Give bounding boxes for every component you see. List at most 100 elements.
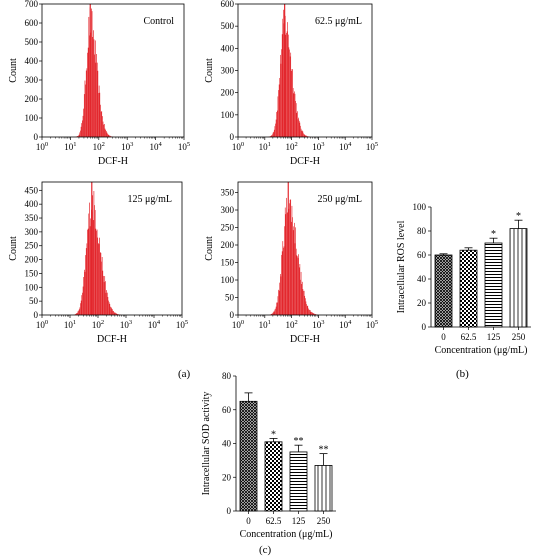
y-tick-label: 600 [25, 18, 39, 28]
histogram-bin [286, 197, 287, 315]
histogram-bin [88, 213, 90, 315]
x-tick-label: 102 [93, 141, 105, 152]
x-tick-label: 0 [441, 332, 446, 342]
histogram-bin [295, 227, 296, 315]
y-tick-label: 200 [221, 88, 235, 98]
histogram-bin [303, 134, 305, 137]
histogram-bin [293, 226, 295, 315]
histogram-bin [93, 191, 95, 315]
histogram-bin [314, 313, 315, 315]
histogram-bin [96, 229, 98, 315]
panel-label-c: (c) [259, 544, 272, 556]
histogram-bin [298, 117, 299, 137]
histogram-bin [101, 111, 103, 137]
histogram-bin [278, 289, 279, 315]
histogram-bin [105, 129, 106, 137]
histogram-bin [285, 34, 287, 138]
panel-label-a: (a) [178, 368, 191, 380]
histogram-bin [278, 90, 279, 137]
histogram-bin [89, 226, 91, 315]
histogram-bin [117, 314, 118, 315]
x-tick-label: 102 [92, 319, 104, 330]
y-axis-label: Intracellular ROS level [396, 220, 407, 313]
histogram-bin [102, 121, 104, 137]
histogram-bin [83, 277, 85, 315]
histogram-bin [82, 115, 84, 137]
histogram-bin [108, 302, 110, 315]
y-tick-label: 200 [25, 255, 39, 265]
histogram-bin [281, 251, 283, 315]
y-tick-label: 300 [221, 66, 235, 76]
histogram-bin [85, 248, 87, 315]
histogram-bin [94, 210, 96, 315]
histogram-bin [78, 134, 80, 137]
histogram-bin [105, 281, 106, 315]
histogram-bin [281, 254, 282, 315]
histogram-bin [287, 34, 289, 137]
histogram-bin [85, 84, 86, 137]
histogram-bin [76, 313, 78, 315]
histogram-bin [315, 314, 317, 315]
y-tick-label: 100 [413, 202, 427, 212]
bar [434, 254, 453, 328]
histogram-bin [102, 270, 104, 315]
histogram-bin [94, 205, 95, 315]
histogram-bin [272, 132, 274, 137]
histogram-bin [281, 49, 282, 138]
y-tick-label: 0 [34, 310, 39, 320]
histogram-bin [85, 255, 86, 315]
histogram-bin [305, 301, 307, 315]
histogram-bin [313, 313, 315, 315]
histogram-bin [87, 228, 89, 315]
histogram-bin [272, 312, 274, 315]
histogram-bin [304, 295, 306, 315]
significance-marker: * [491, 229, 496, 240]
histogram-bin [303, 290, 304, 315]
y-tick-label: 50 [29, 296, 39, 306]
histogram-bin [98, 93, 99, 137]
histogram-bin [75, 314, 76, 315]
histogram-bin [116, 313, 118, 315]
x-tick-label: 103 [120, 319, 132, 330]
y-tick-label: 350 [221, 188, 235, 198]
histogram-bin [96, 54, 97, 137]
histogram-bin [101, 261, 102, 315]
histogram-bin [96, 62, 98, 137]
y-tick-label: 200 [25, 94, 39, 104]
histogram-bin [112, 310, 114, 315]
histogram-bin [97, 70, 99, 137]
histogram-bin [309, 310, 311, 315]
histogram-bin [82, 120, 83, 137]
histogram-bin [109, 135, 110, 137]
histogram-bin [270, 314, 272, 315]
histogram-bin [290, 221, 292, 315]
histogram-bin [277, 96, 279, 137]
histogram-bin [301, 130, 303, 137]
histogram-bin [295, 103, 297, 137]
x-tick-label: 101 [259, 319, 271, 330]
histogram-bin [90, 218, 92, 315]
histogram-bin [295, 248, 297, 315]
histogram-bin [94, 54, 95, 137]
histogram-bin [93, 39, 95, 138]
histogram-bin [275, 308, 276, 315]
x-tick-label: 104 [148, 319, 161, 330]
x-tick-label: 125 [487, 332, 501, 342]
y-tick-label: 20 [417, 298, 427, 308]
histogram-bin [98, 244, 100, 315]
histogram-bin [294, 93, 296, 137]
x-tick-label: 100 [232, 319, 244, 330]
histogram-bin [103, 282, 105, 315]
histogram-bin [92, 30, 94, 138]
x-tick-label: 0 [246, 516, 251, 526]
y-axis-label: Intracellular SOD activity [201, 392, 212, 496]
x-tick-label: 62.5 [266, 516, 282, 526]
y-tick-label: 100 [221, 275, 235, 285]
histogram-bin [314, 314, 316, 315]
histogram-annotation: 250 μg/mL [317, 194, 362, 205]
histogram-bin [276, 112, 278, 137]
bar [289, 451, 308, 512]
x-tick-label: 125 [292, 516, 306, 526]
histogram-bin [290, 52, 292, 137]
x-tick-label: 104 [339, 141, 352, 152]
